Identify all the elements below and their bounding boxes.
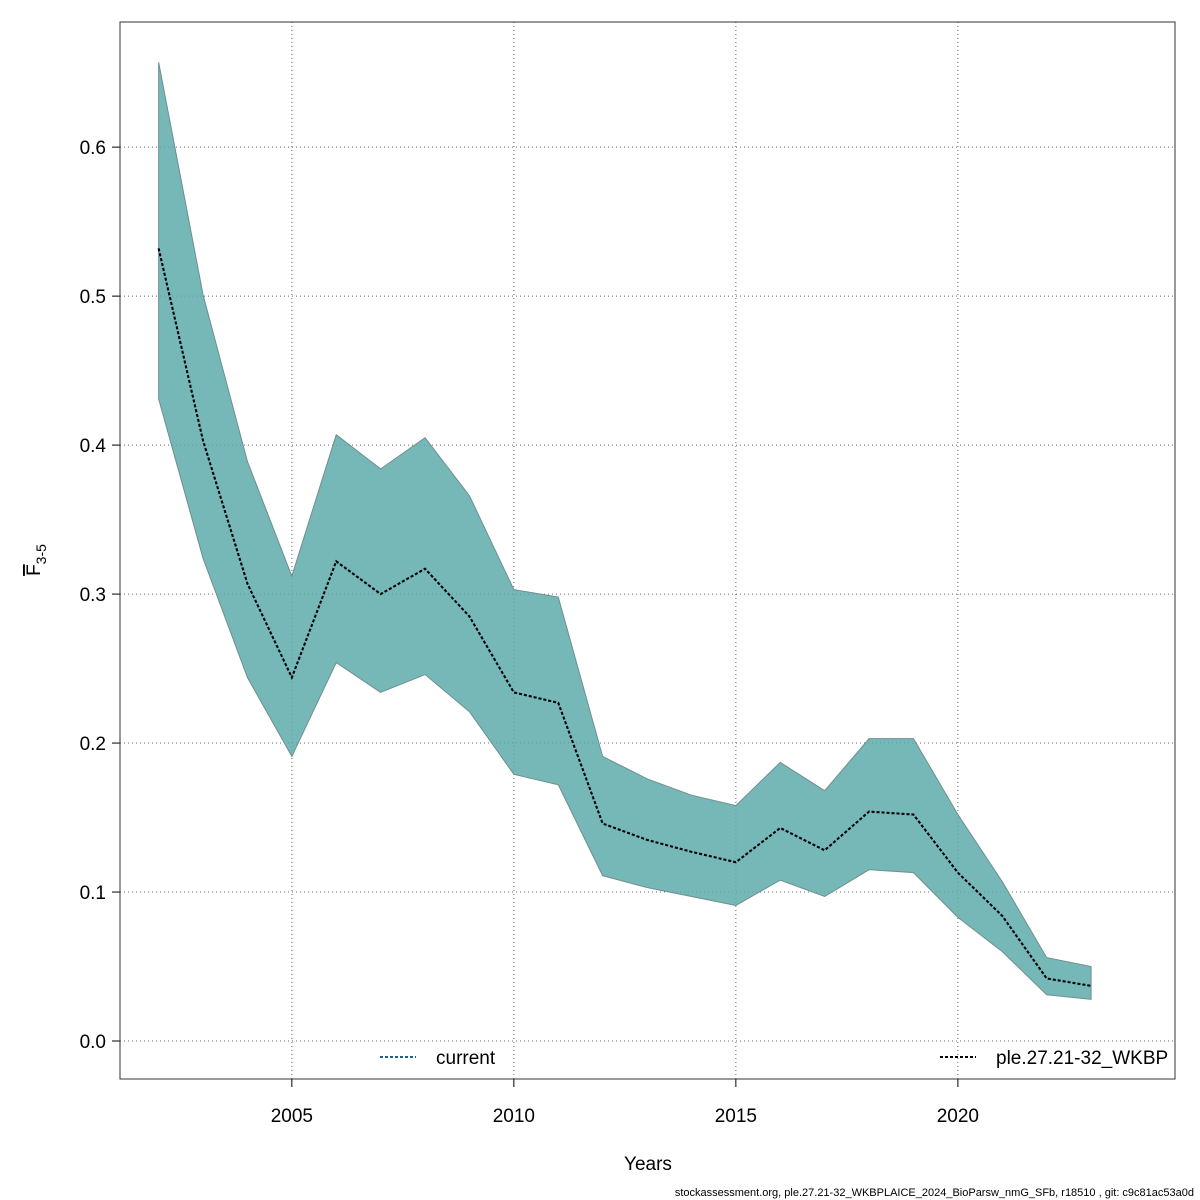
x-axis-label: Years	[624, 1154, 672, 1175]
x-tick-label: 2020	[937, 1106, 979, 1127]
x-tick-label: 2005	[271, 1106, 313, 1127]
confidence-band	[158, 62, 1092, 1000]
x-tick-label: 2015	[715, 1106, 757, 1127]
y-tick-label: 0.2	[80, 734, 106, 755]
y-tick-label: 0.0	[80, 1032, 106, 1053]
y-label-main: F	[24, 564, 45, 576]
series-line	[157, 248, 1092, 987]
y-axis-label: F3-5	[24, 544, 49, 576]
x-tick-label: 2010	[493, 1106, 535, 1127]
y-tick-label: 0.1	[80, 883, 106, 904]
y-label-subscript: 3-5	[33, 544, 49, 564]
legend-label: current	[436, 1048, 496, 1069]
y-tick-label: 0.5	[80, 287, 106, 308]
plot-frame	[119, 21, 1176, 1080]
footer: stockassessment.org, ple.27.21-32_WKBPLA…	[675, 1187, 1194, 1199]
y-tick-label: 0.3	[80, 585, 106, 606]
y-tick-label: 0.6	[80, 138, 106, 159]
y-tick-label: 0.4	[80, 436, 107, 457]
legend-label: ple.27.21-32_WKBP	[996, 1048, 1168, 1069]
